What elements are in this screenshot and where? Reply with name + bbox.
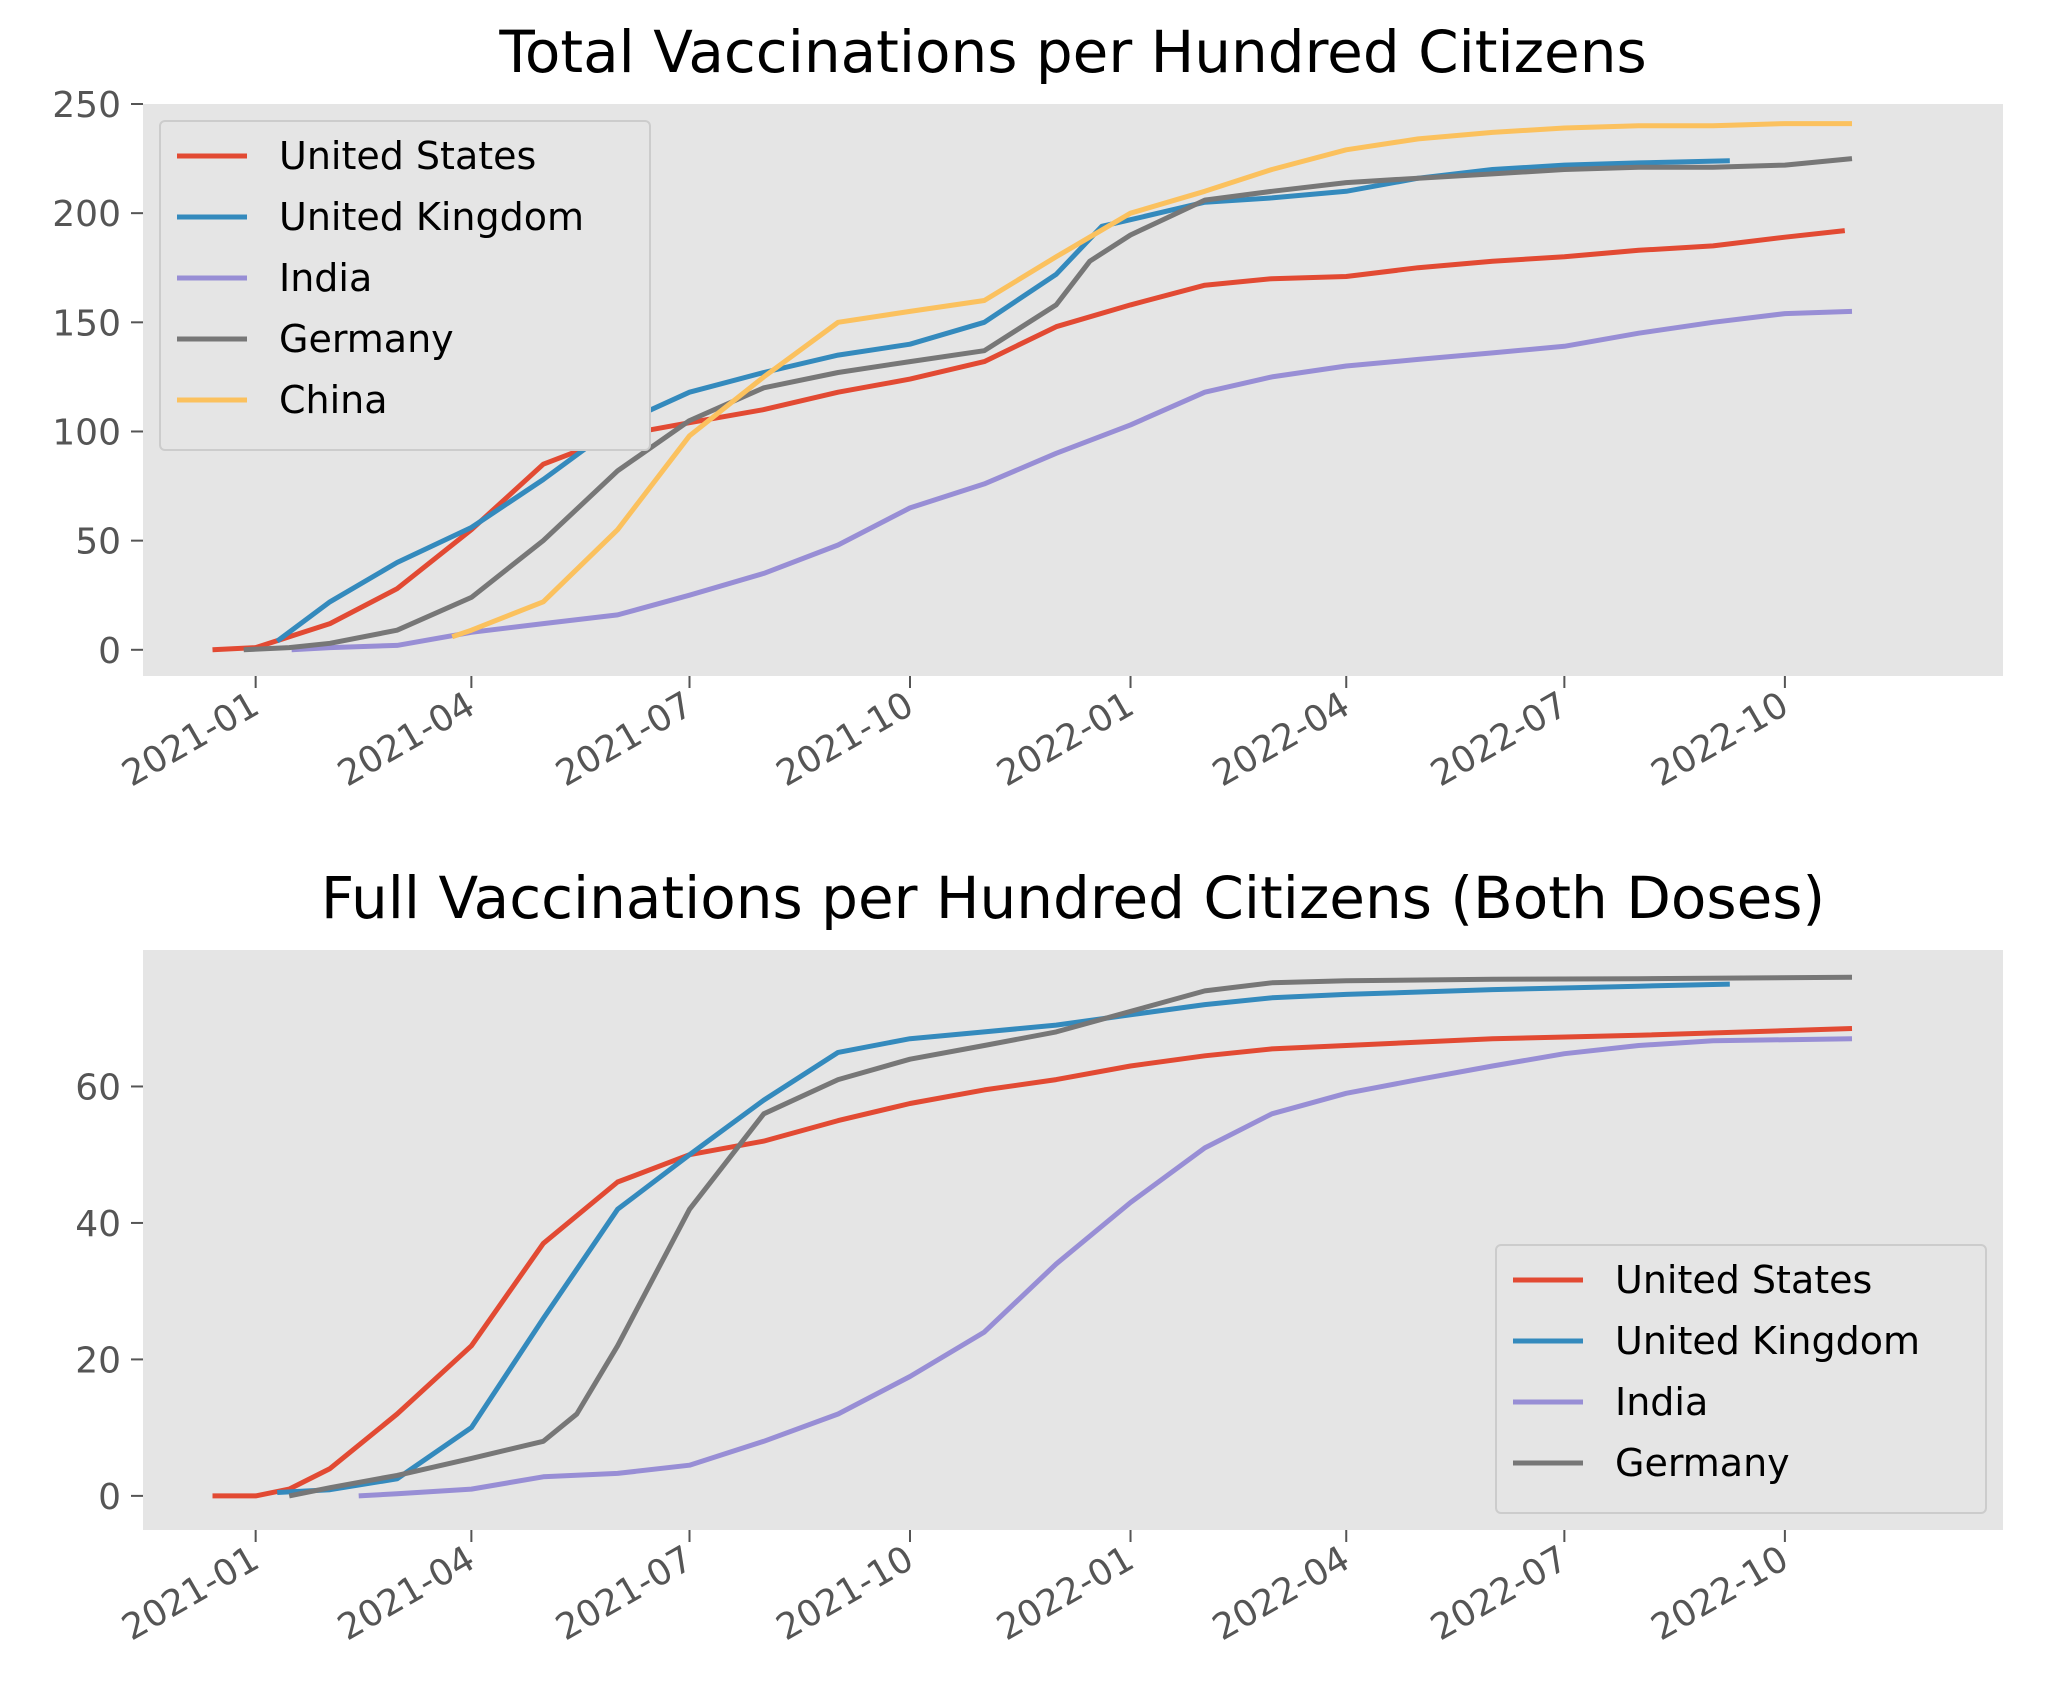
y-tick-label: 0 [98, 631, 121, 672]
chart-title: Full Vaccinations per Hundred Citizens (… [321, 864, 1825, 932]
legend-label-united-states: United States [279, 134, 536, 178]
legend-label-china: China [279, 378, 388, 422]
legend-label-india: India [279, 256, 372, 300]
series-line-china [451, 121, 1852, 640]
series-line-india [291, 308, 1853, 653]
y-tick-label: 200 [52, 194, 121, 235]
legend: United States United Kingdom India Germany [1495, 1244, 1987, 1514]
total-vaccinations-chart: Total Vaccinations per Hundred Citizens 0… [52, 18, 2003, 795]
y-tick-label: 150 [52, 303, 121, 344]
series-line-germany [243, 156, 1853, 653]
legend: United States United Kingdom India Germany C… [159, 120, 651, 451]
y-tick-label: 40 [75, 1204, 121, 1245]
series-line-united-states [212, 228, 1846, 653]
legend-label-united-kingdom: United Kingdom [279, 195, 584, 239]
series-line-united-states [212, 1026, 1853, 1499]
y-tick-label: 100 [52, 412, 121, 453]
series-line-united-kingdom [277, 981, 1730, 1495]
legend-label-india: India [1615, 1380, 1708, 1424]
y-tick-label: 0 [98, 1477, 121, 1518]
legend-label-united-kingdom: United Kingdom [1615, 1319, 1920, 1363]
legend-label-united-states: United States [1615, 1258, 1872, 1302]
legend-box [159, 120, 651, 451]
chart-title: Total Vaccinations per Hundred Citizens [498, 18, 1646, 86]
y-tick-label: 20 [75, 1340, 121, 1381]
series-line-india [358, 1036, 1853, 1499]
y-tick-label: 50 [75, 522, 121, 563]
legend-box [1495, 1244, 1987, 1514]
series-line-germany [288, 974, 1853, 1499]
y-tick-label: 250 [52, 85, 121, 126]
y-tick-label: 60 [75, 1067, 121, 1108]
legend-label-germany: Germany [279, 317, 454, 361]
legend-label-germany: Germany [1615, 1441, 1790, 1485]
